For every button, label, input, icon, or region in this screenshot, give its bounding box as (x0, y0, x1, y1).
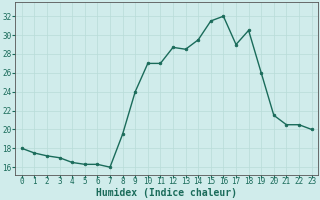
X-axis label: Humidex (Indice chaleur): Humidex (Indice chaleur) (96, 188, 237, 198)
